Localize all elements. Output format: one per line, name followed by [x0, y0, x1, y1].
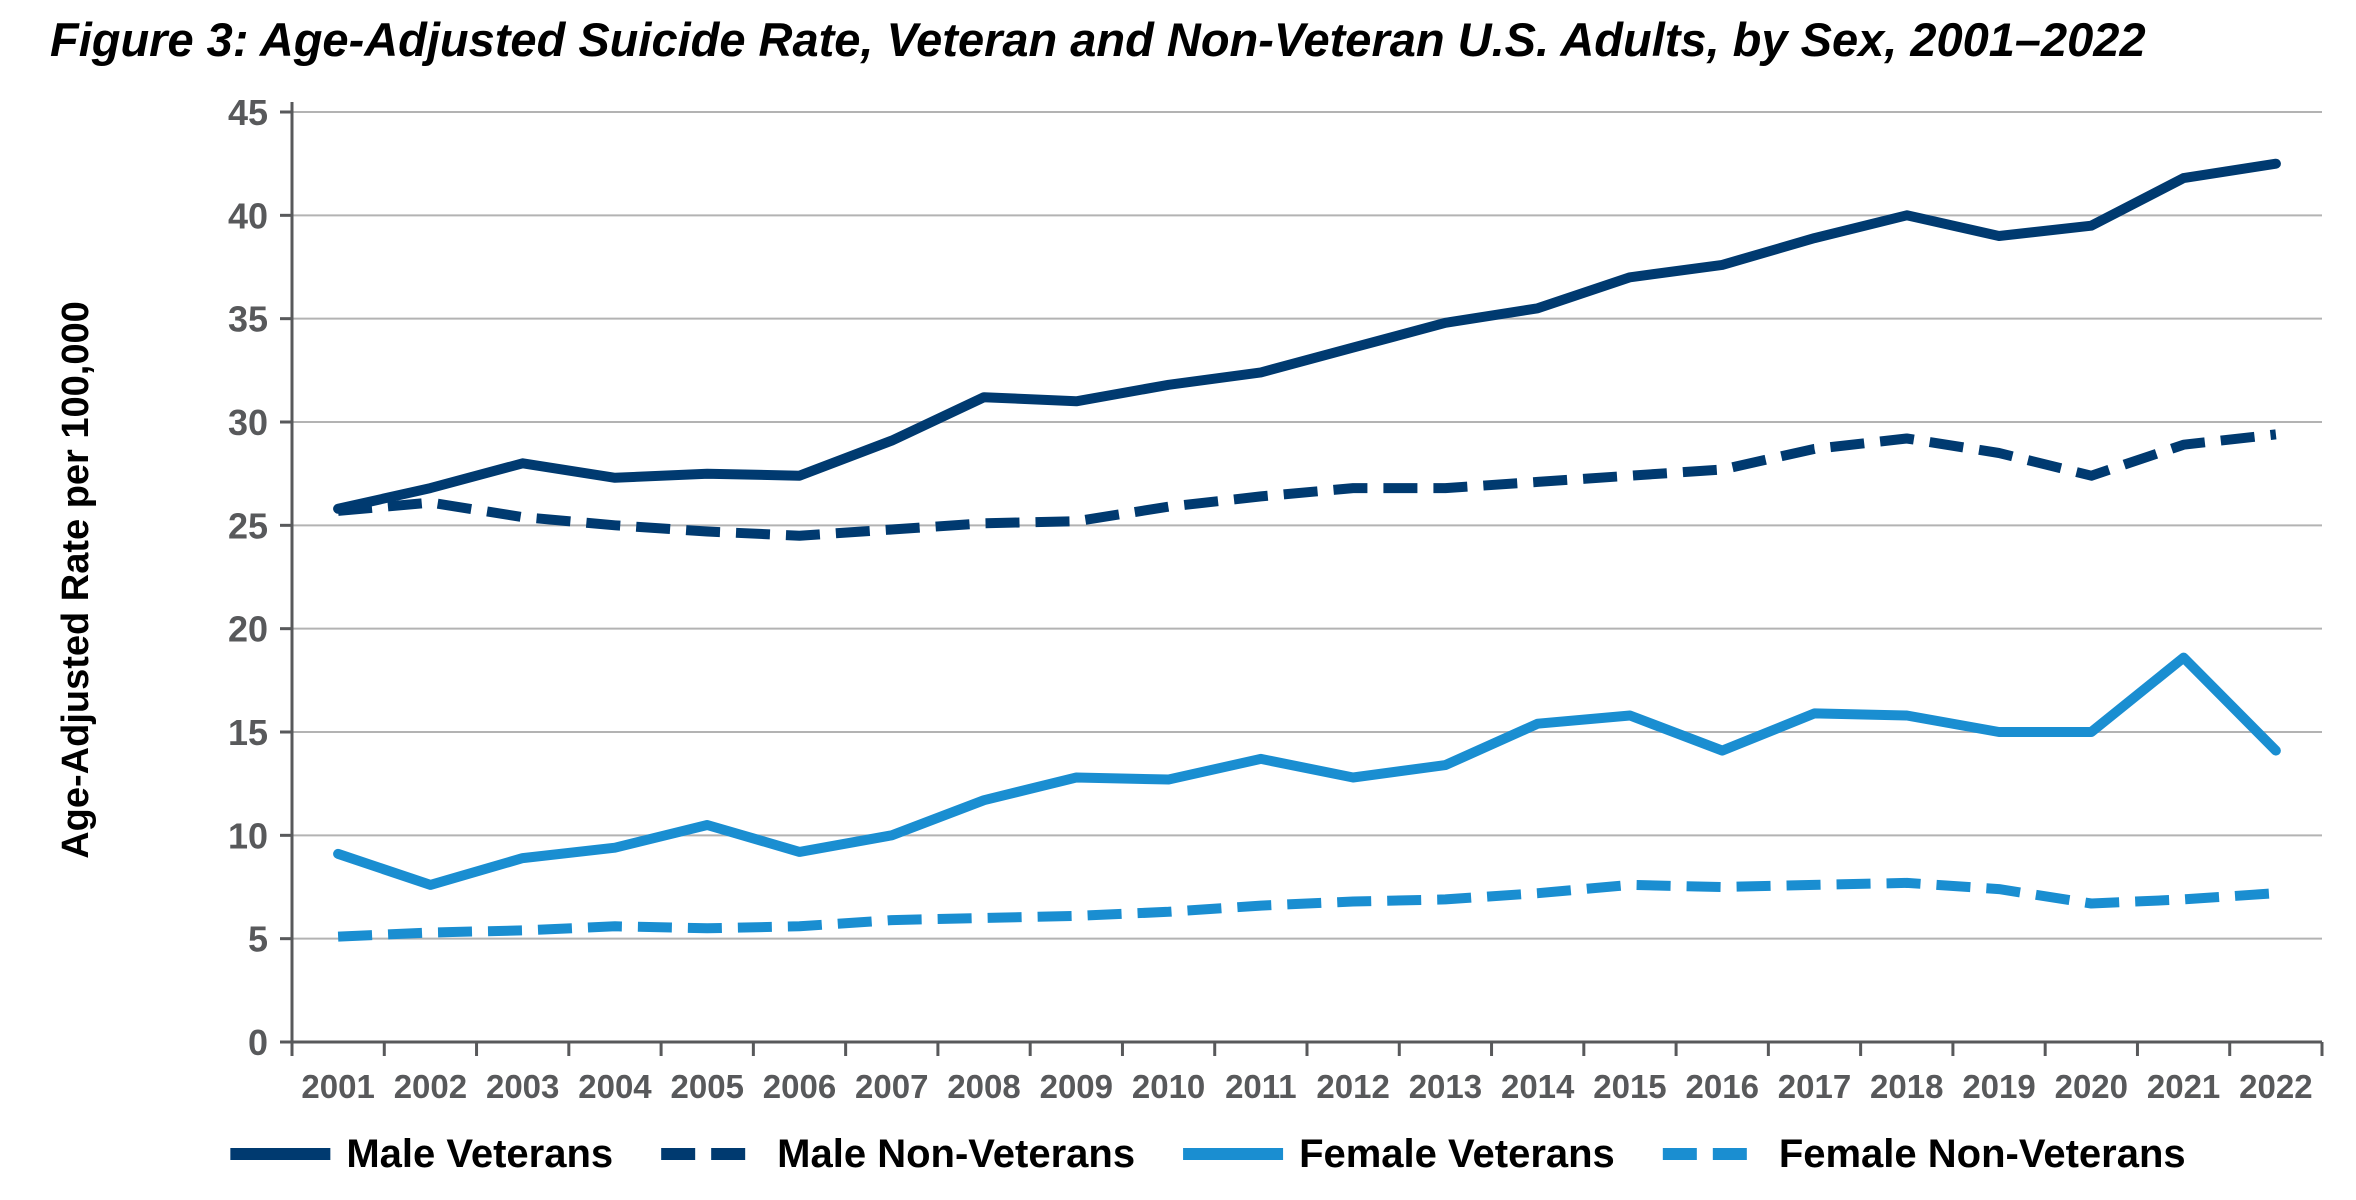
y-tick-label: 15 — [228, 712, 268, 753]
x-tick-label: 2021 — [2147, 1068, 2220, 1105]
y-tick-label: 5 — [248, 919, 268, 960]
x-tick-label: 2006 — [763, 1068, 836, 1105]
y-axis-ticks: 0 5 10 15 20 25 30 35 40 45 — [228, 92, 292, 1063]
legend-label: Female Non-Veterans — [1779, 1132, 2186, 1176]
x-tick-label: 2002 — [394, 1068, 467, 1105]
gridlines — [292, 111, 2322, 940]
x-tick-label: 2005 — [671, 1068, 744, 1105]
legend: Male Veterans Male Non-Veterans Female Vet… — [230, 1132, 2186, 1176]
x-tick-label: 2003 — [486, 1068, 559, 1105]
x-tick-label: 2022 — [2239, 1068, 2312, 1105]
legend-item-female-non-veterans: Female Non-Veterans — [1662, 1132, 2186, 1176]
legend-item-male-veterans: Male Veterans — [230, 1132, 613, 1176]
series-line-female-veterans — [333, 652, 2281, 890]
series-line-male-veterans — [333, 158, 2281, 514]
y-tick-label: 40 — [228, 195, 268, 236]
y-axis-label: Age-Adjusted Rate per 100,000 — [55, 301, 97, 859]
x-axis-ticks: 2001 2002 2003 2004 2005 2006 2007 2008 2009 2010… — [290, 1042, 2324, 1105]
y-tick-label: 0 — [248, 1022, 268, 1063]
x-tick-label: 2017 — [1778, 1068, 1851, 1105]
series-line-female-non-veterans — [337, 877, 2277, 942]
x-tick-label: 2014 — [1501, 1068, 1575, 1105]
x-tick-label: 2016 — [1686, 1068, 1759, 1105]
x-tick-label: 2015 — [1593, 1068, 1666, 1105]
legend-label: Female Veterans — [1299, 1132, 1615, 1176]
x-tick-label: 2001 — [301, 1068, 374, 1105]
x-tick-label: 2007 — [855, 1068, 928, 1105]
x-tick-label: 2013 — [1409, 1068, 1482, 1105]
chart-title: Figure 3: Age-Adjusted Suicide Rate, Vet… — [50, 13, 2146, 66]
x-tick-label: 2009 — [1040, 1068, 1113, 1105]
x-tick-label: 2010 — [1132, 1068, 1205, 1105]
x-tick-label: 2020 — [2055, 1068, 2128, 1105]
series-line-male-non-veterans — [337, 429, 2277, 541]
y-tick-label: 45 — [228, 92, 268, 133]
y-tick-label: 30 — [228, 402, 268, 443]
legend-item-female-veterans: Female Veterans — [1183, 1132, 1615, 1176]
y-tick-label: 20 — [228, 609, 268, 650]
y-tick-label: 10 — [228, 815, 268, 856]
legend-item-male-non-veterans: Male Non-Veterans — [661, 1132, 1135, 1176]
y-tick-label: 25 — [228, 505, 268, 546]
x-tick-label: 2008 — [947, 1068, 1020, 1105]
x-tick-label: 2011 — [1225, 1068, 1297, 1105]
x-tick-label: 2019 — [1962, 1068, 2035, 1105]
x-tick-label: 2004 — [578, 1068, 652, 1105]
x-tick-label: 2018 — [1870, 1068, 1943, 1105]
axes — [290, 102, 2322, 1044]
y-tick-label: 35 — [228, 299, 268, 340]
legend-label: Male Veterans — [346, 1132, 613, 1176]
series-lines — [333, 158, 2281, 942]
x-tick-label: 2012 — [1316, 1068, 1389, 1105]
legend-label: Male Non-Veterans — [777, 1132, 1135, 1176]
